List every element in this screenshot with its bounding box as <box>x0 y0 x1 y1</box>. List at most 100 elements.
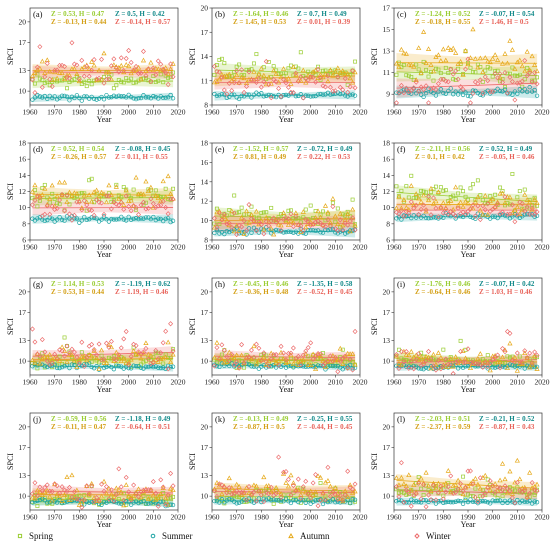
summer-point <box>515 363 520 369</box>
y-tick-label: 17 <box>19 308 27 317</box>
summer-point <box>394 499 399 504</box>
winter-point <box>448 361 454 367</box>
spring-point <box>143 76 148 81</box>
winter-point <box>226 80 232 87</box>
summer-point <box>227 94 232 99</box>
autumn-point <box>350 351 356 356</box>
winter-point <box>455 205 461 211</box>
summer-point <box>532 364 537 370</box>
winter-point <box>246 202 252 208</box>
y-tick-label: 8 <box>204 101 208 110</box>
autumn-point <box>502 476 508 482</box>
winter-point <box>281 350 287 356</box>
summer-point <box>525 211 530 217</box>
spring-point <box>493 192 498 197</box>
summer-point <box>352 497 358 502</box>
winter-point <box>76 199 82 205</box>
autumn-trend-stat: Z = -0.13, H = 0.44 <box>51 18 107 26</box>
summer-point <box>89 499 94 505</box>
summer-point <box>441 90 446 96</box>
autumn-trend-stat: Z = -2.37, H = 0.59 <box>415 423 471 431</box>
winter-point <box>131 482 137 488</box>
autumn-point <box>288 352 294 358</box>
x-tick-label: 1960 <box>205 243 220 252</box>
spring-point <box>426 195 431 200</box>
winter-point <box>509 495 515 501</box>
spring-point <box>284 71 288 76</box>
summer-point <box>214 363 220 369</box>
winter-point <box>342 220 348 226</box>
summer-point <box>241 497 247 502</box>
winter-point <box>480 493 486 499</box>
summer-point <box>522 499 527 504</box>
spring-point <box>131 187 136 192</box>
autumn-point <box>492 204 498 209</box>
summer-point <box>131 363 136 368</box>
y-axis-label: SPCI <box>188 48 197 65</box>
spring-point <box>488 66 493 71</box>
summer-point <box>532 214 537 219</box>
spring-point <box>116 497 121 501</box>
winter-point <box>59 484 65 490</box>
spring-point <box>143 200 148 205</box>
summer-point <box>328 363 333 369</box>
winter-point <box>239 67 245 73</box>
summer-point <box>522 366 527 371</box>
autumn-point <box>145 188 151 194</box>
x-tick-label: 1980 <box>72 513 87 522</box>
winter-point <box>305 344 311 351</box>
winter-point <box>251 489 257 495</box>
winter-point <box>49 360 55 366</box>
spring-point <box>473 486 478 491</box>
x-tick-label: 1970 <box>47 243 62 252</box>
winter-point <box>44 60 50 66</box>
summer-point <box>443 500 448 505</box>
y-axis-label: SPCI <box>370 453 379 470</box>
winter-point <box>145 356 151 362</box>
spring-point <box>153 188 158 193</box>
spring-point <box>321 68 325 73</box>
y-tick-label: 20 <box>201 4 209 13</box>
winter-point <box>428 497 434 503</box>
winter-point <box>234 68 240 74</box>
autumn-point <box>332 69 338 74</box>
winter-point <box>158 477 164 483</box>
x-tick-label: 2010 <box>510 378 525 387</box>
autumn-point <box>226 349 232 355</box>
x-tick-label: 2000 <box>485 108 500 117</box>
winter-point <box>502 483 508 489</box>
x-tick-label: 1990 <box>461 243 476 252</box>
autumn-point <box>519 63 525 69</box>
winter-point <box>128 59 134 66</box>
winter-point <box>435 489 441 496</box>
winter-point <box>426 193 432 199</box>
y-axis-label: SPCI <box>370 183 379 200</box>
spring-point <box>237 62 242 67</box>
spring-point <box>84 84 89 89</box>
autumn-point <box>66 497 73 502</box>
summer-point <box>151 94 156 99</box>
summer-point <box>77 362 82 367</box>
winter-point <box>322 497 328 503</box>
autumn-point <box>455 477 461 483</box>
spring-point <box>345 82 350 87</box>
winter-point <box>398 349 404 355</box>
summer-point <box>251 92 257 97</box>
winter-point <box>522 208 528 214</box>
summer-point <box>522 212 527 217</box>
autumn-point <box>231 488 237 494</box>
winter-point <box>529 205 535 211</box>
winter-point <box>101 488 107 494</box>
y-tick-label: 13 <box>19 471 27 480</box>
summer-point <box>217 231 222 236</box>
x-tick-label: 1980 <box>72 378 87 387</box>
x-tick-label: 1990 <box>461 378 476 387</box>
summer-point <box>59 364 65 370</box>
summer-point <box>119 214 124 220</box>
summer-point <box>109 364 114 370</box>
spring-point <box>94 192 99 197</box>
winter-point <box>470 481 476 487</box>
spring-trend-line <box>396 192 538 203</box>
spring-point <box>503 360 507 365</box>
winter-point <box>133 491 139 497</box>
